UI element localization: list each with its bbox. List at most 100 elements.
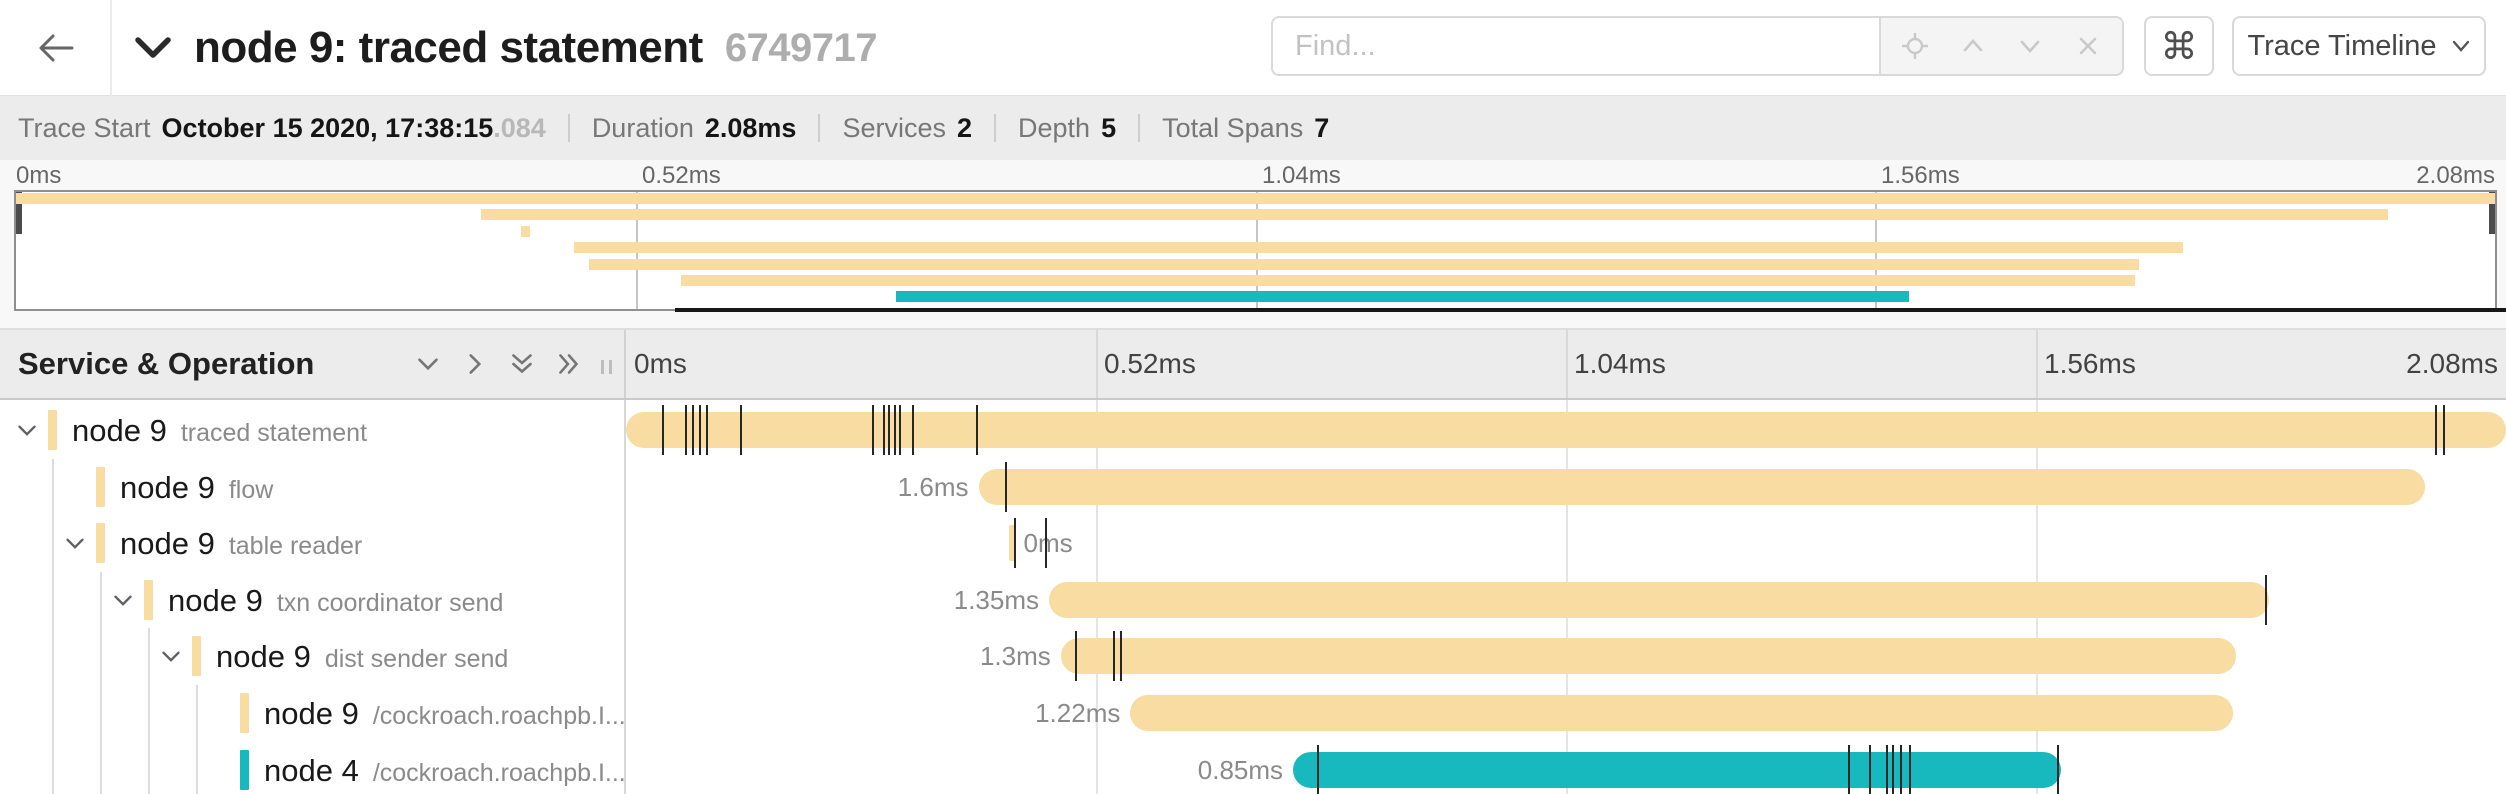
trace-title-group: node 9: traced statement 6749717 — [134, 0, 878, 96]
column-divider[interactable] — [624, 400, 626, 794]
minimap-tick-label: 2.08ms — [2416, 162, 2495, 189]
span-service: node 9 — [72, 413, 167, 448]
span-log-tick — [898, 405, 901, 455]
span-operation: /cockroach.roachpb.I... — [372, 758, 626, 787]
span-log-tick — [1004, 461, 1007, 512]
span-log-tick — [1317, 744, 1320, 794]
close-icon[interactable] — [2074, 32, 2102, 60]
minimap-canvas[interactable] — [14, 190, 2497, 311]
summary-label: Services — [842, 112, 946, 143]
trace-minimap: 0ms 0.52ms 1.04ms 1.56ms 2.08ms — [0, 160, 2506, 328]
indent-guide — [99, 571, 102, 794]
span-bar[interactable] — [626, 412, 2506, 448]
span-operation: dist sender send — [324, 645, 509, 674]
expand-chevron-icon[interactable] — [12, 416, 42, 446]
back-button[interactable] — [22, 14, 90, 82]
find-group: ⌘ Trace Timeline — [1271, 16, 2486, 76]
minimap-span-bar — [521, 225, 530, 237]
summary-separator — [567, 114, 570, 142]
span-duration-label: 1.6ms — [897, 471, 969, 502]
summary-separator — [818, 114, 821, 142]
span-bar[interactable] — [1049, 581, 2270, 618]
expand-all-icon[interactable] — [554, 349, 584, 379]
expand-chevron-icon[interactable] — [60, 529, 90, 559]
summary-value-suffix: .084 — [493, 112, 546, 143]
minimap-span-bar — [681, 275, 2136, 286]
span-log-tick — [1013, 518, 1016, 569]
span-name-row[interactable]: node 4/cockroach.roachpb.I... — [0, 742, 626, 794]
span-duration-label: 0.85ms — [1197, 754, 1284, 785]
collapse-title-chevron-icon[interactable] — [134, 35, 172, 61]
minimap-tick-label: 0.52ms — [642, 162, 721, 189]
summary-label: Trace Start — [18, 112, 151, 143]
arrow-left-icon — [36, 31, 76, 65]
span-color-bar — [48, 410, 57, 450]
span-bar[interactable] — [1060, 638, 2236, 675]
span-color-bar — [192, 636, 201, 677]
minimap-right-scrubber[interactable] — [2489, 192, 2495, 234]
span-operation: table reader — [228, 532, 363, 561]
span-log-tick — [894, 405, 897, 455]
column-divider[interactable] — [624, 330, 626, 398]
span-color-bar — [96, 466, 105, 507]
view-selector-button[interactable]: Trace Timeline — [2232, 16, 2486, 76]
expand-chevron-icon[interactable] — [108, 586, 138, 616]
chevron-down-icon[interactable] — [2016, 32, 2044, 60]
span-duration-label: 1.3ms — [979, 641, 1051, 672]
span-log-tick — [2056, 744, 2059, 794]
chevron-down-icon — [2451, 39, 2471, 53]
minimap-tick-label: 1.56ms — [1881, 162, 1960, 189]
service-operation-header: Service & Operation — [18, 346, 315, 381]
command-icon: ⌘ — [2160, 25, 2198, 67]
find-addon — [1881, 16, 2124, 76]
summary-separator — [994, 114, 997, 142]
find-input[interactable] — [1271, 16, 1881, 76]
minimap-tick-label: 0ms — [16, 162, 62, 189]
span-log-tick — [911, 405, 914, 455]
span-bar[interactable] — [978, 468, 2425, 505]
summary-label: Total Spans — [1162, 112, 1304, 143]
ruler-tick-label: 0ms — [634, 348, 687, 379]
span-name-row[interactable]: node 9 traced statement — [0, 402, 624, 459]
minimap-span-bar — [16, 193, 2495, 204]
summary-separator — [1138, 114, 1141, 142]
expand-one-icon[interactable] — [460, 349, 490, 379]
expand-chevron-icon[interactable] — [156, 642, 186, 672]
span-service: node 9 — [264, 696, 359, 731]
collapse-one-icon[interactable] — [413, 349, 443, 379]
summary-value: 7 — [1314, 112, 1330, 143]
keyboard-shortcuts-button[interactable]: ⌘ — [2144, 16, 2214, 76]
ruler-tick-label: 1.04ms — [1574, 348, 1666, 379]
minimap-bottom-scrubber[interactable] — [675, 308, 2506, 312]
span-name-row[interactable]: node 9 table reader — [0, 515, 624, 572]
span-log-tick — [1900, 744, 1903, 794]
summary-label: Depth — [1018, 112, 1091, 143]
span-log-tick — [691, 405, 694, 455]
locate-icon[interactable] — [1901, 32, 1929, 60]
span-log-tick — [662, 405, 665, 455]
span-name-row[interactable]: node 9/cockroach.roachpb.I... — [0, 685, 626, 742]
summary-value: 5 — [1101, 112, 1117, 143]
span-log-tick — [1113, 631, 1116, 682]
span-name-row[interactable]: node 9 txn coordinator send — [0, 572, 624, 629]
ruler-tick-label: 1.56ms — [2044, 348, 2136, 379]
span-bar[interactable] — [1130, 695, 2234, 731]
minimap-left-scrubber[interactable] — [16, 192, 22, 234]
span-log-tick — [888, 405, 891, 455]
span-color-bar — [144, 579, 153, 620]
span-duration-label: 1.35ms — [953, 584, 1039, 615]
summary-value: October 15 2020, 17:38:15.084 — [161, 112, 546, 143]
column-resize-grip[interactable] — [601, 354, 617, 374]
indent-guide — [195, 685, 198, 794]
span-bar[interactable] — [1009, 525, 1016, 562]
span-bar[interactable] — [1293, 751, 2062, 788]
summary-label: Duration — [591, 112, 694, 143]
ruler-tick-label: 2.08ms — [2406, 348, 2498, 379]
span-name-row[interactable]: node 9 flow — [0, 459, 624, 516]
collapse-all-icon[interactable] — [507, 349, 537, 379]
chevron-up-icon[interactable] — [1959, 32, 1987, 60]
span-name-row[interactable]: node 9 dist sender send — [0, 628, 624, 685]
span-color-bar — [240, 749, 249, 790]
minimap-tick-label: 1.04ms — [1262, 162, 1341, 189]
